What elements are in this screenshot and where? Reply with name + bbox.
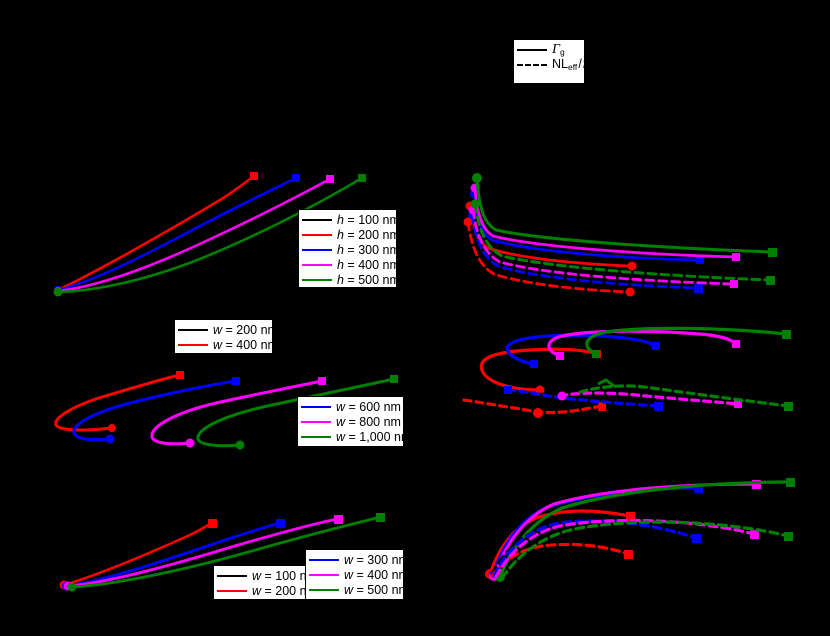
series-tr-h500-dashed — [470, 199, 775, 285]
legend-label-b-w200: w = 200 nm — [213, 322, 278, 337]
panel-top-right — [450, 160, 820, 300]
series-ml-w600 — [72, 377, 240, 444]
solid-line-swatch — [517, 48, 547, 51]
panel-top-right-plot — [463, 173, 777, 297]
legend-label-b-w600: w = 600 nm — [336, 399, 401, 414]
legend-swatch-c-w100 — [217, 574, 247, 577]
legend-label-h500: h = 500 nm — [337, 272, 400, 287]
legend-swatch-b-w1000 — [301, 435, 331, 438]
legend-item-c-w100: w = 100 nm — [217, 568, 317, 583]
legend-item-b-w600: w = 600 nm — [301, 399, 401, 414]
legend-label-b-w400: w = 400 nm — [213, 337, 278, 352]
legend-label-c-w200: w = 200 nm — [252, 583, 317, 598]
legend-item-h100: h = 100 nm — [302, 212, 400, 227]
panel-middle-left — [50, 355, 420, 455]
panel-bottom-left — [50, 505, 420, 600]
panel-bottom-left-plot — [59, 513, 385, 592]
legend-w-values-c-left: w = 100 nm w = 200 nm — [213, 565, 317, 600]
style-legend-label-nleff: NLeff / fl — [552, 57, 589, 72]
legend-item-h500: h = 500 nm — [302, 272, 400, 287]
panel-middle-right-plot — [462, 326, 793, 418]
legend-item-h200: h = 200 nm — [302, 227, 400, 242]
legend-swatch-h100 — [302, 218, 332, 221]
legend-swatch-b-w200 — [178, 328, 208, 331]
legend-swatch-b-w600 — [301, 405, 331, 408]
series-mr-w1000-solid — [585, 326, 791, 358]
legend-swatch-h400 — [302, 263, 332, 266]
legend-swatch-c-w200 — [217, 589, 247, 592]
dashed-line-swatch — [517, 63, 547, 66]
legend-row-gamma: Γg — [517, 42, 580, 57]
legend-item-c-w200: w = 200 nm — [217, 583, 317, 598]
series-mr-w600-solid — [505, 333, 660, 368]
series-mr-w1000-dashed — [578, 378, 793, 411]
series-h500 — [53, 174, 366, 297]
series-h200 — [54, 172, 258, 294]
legend-w-values-b-left: w = 200 nm w = 400 nm — [174, 319, 278, 354]
panel-bottom-right-plot — [485, 478, 795, 582]
legend-item-b-w200: w = 200 nm — [178, 322, 278, 337]
series-ml-w800 — [150, 377, 326, 448]
series-mr-w400-solid — [479, 347, 601, 395]
legend-item-b-w1000: w = 1,000 nm — [301, 429, 411, 444]
series-br-w300-dashed — [492, 519, 701, 578]
legend-swatch-h300 — [302, 248, 332, 251]
legend-item-c-w300: w = 300 nm — [309, 552, 409, 567]
series-mr-w800-dashed — [557, 391, 742, 408]
panel-top-left — [40, 150, 400, 300]
legend-item-h400: h = 400 nm — [302, 257, 400, 272]
series-tr-h500-solid — [472, 173, 777, 257]
legend-label-b-w1000: w = 1,000 nm — [336, 429, 412, 444]
legend-label-c-w100: w = 100 nm — [252, 568, 317, 583]
legend-item-b-w400: w = 400 nm — [178, 337, 278, 352]
legend-item-h300: h = 300 nm — [302, 242, 400, 257]
legend-item-c-w400: w = 400 nm — [309, 567, 409, 582]
series-mr-w400-dashed — [462, 398, 606, 418]
series-ml-w1000 — [196, 375, 398, 450]
legend-swatch-c-w400 — [309, 573, 339, 576]
panel-top-left-plot — [53, 172, 366, 297]
legend-label-c-w500: w = 500 nm — [344, 582, 409, 597]
series-bl-w500 — [67, 513, 385, 592]
legend-item-b-w800: w = 800 nm — [301, 414, 401, 429]
legend-label-c-w400: w = 400 nm — [344, 567, 409, 582]
legend-w-values-c-right: w = 300 nm w = 400 nm w = 500 nm — [305, 549, 409, 600]
legend-label-h200: h = 200 nm — [337, 227, 400, 242]
panel-middle-left-plot — [54, 371, 398, 450]
legend-label-b-w800: w = 800 nm — [336, 414, 401, 429]
legend-w-values-b-right: w = 600 nm w = 800 nm w = 1,000 nm — [297, 396, 411, 447]
style-legend: Γg NLeff / fl — [513, 39, 588, 84]
legend-swatch-c-w300 — [309, 558, 339, 561]
legend-item-c-w500: w = 500 nm — [309, 582, 409, 597]
legend-swatch-h200 — [302, 233, 332, 236]
legend-label-h300: h = 300 nm — [337, 242, 400, 257]
legend-h-values: h = 100 nm h = 200 nm h = 300 nm h = 400… — [298, 209, 400, 288]
panel-bottom-right — [450, 470, 820, 595]
legend-swatch-b-w400 — [178, 343, 208, 346]
legend-swatch-b-w800 — [301, 420, 331, 423]
legend-swatch-c-w500 — [309, 588, 339, 591]
legend-row-nleff: NLeff / fl — [517, 57, 588, 72]
panel-middle-right — [450, 318, 820, 438]
series-tr-h200-dashed — [463, 217, 635, 297]
legend-label-h400: h = 400 nm — [337, 257, 400, 272]
legend-label-h100: h = 100 nm — [337, 212, 400, 227]
series-br-w400-dashed — [494, 518, 759, 579]
legend-label-c-w300: w = 300 nm — [344, 552, 409, 567]
legend-swatch-h500 — [302, 278, 332, 281]
style-legend-label-gamma: Γg — [552, 42, 565, 58]
series-br-w500-dashed — [500, 520, 793, 580]
